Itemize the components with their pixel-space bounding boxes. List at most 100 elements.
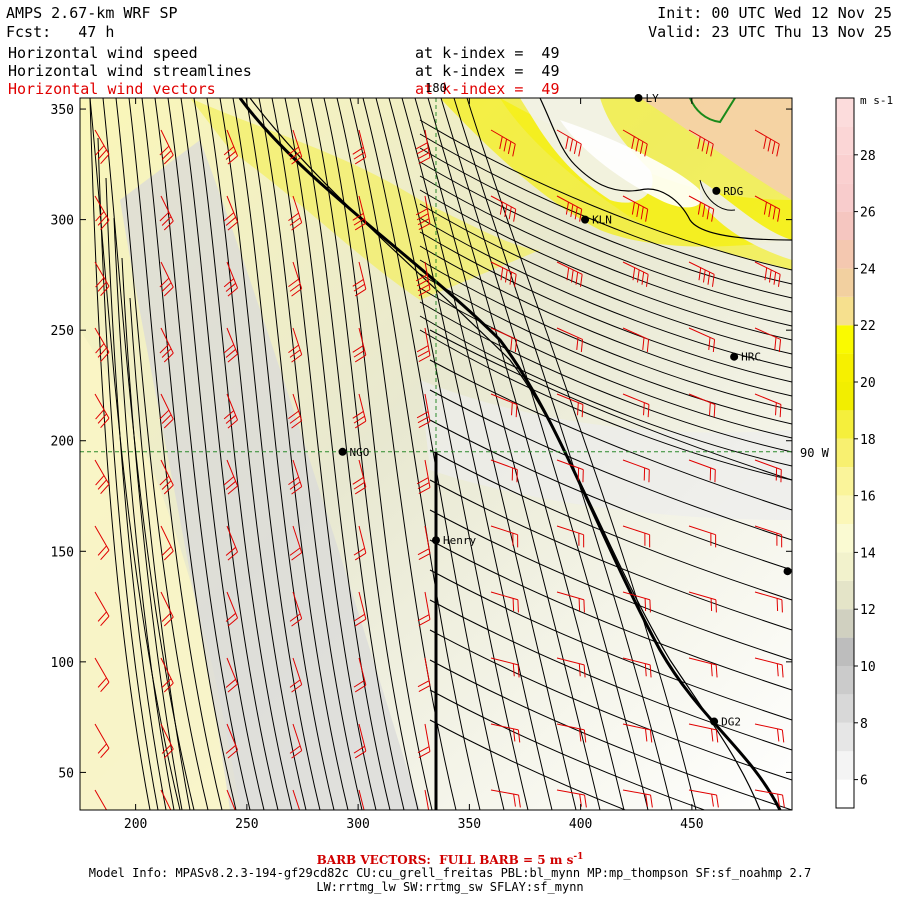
wind-barb-91 <box>289 657 303 693</box>
wind-barb-79 <box>225 591 238 627</box>
barb-flag <box>160 811 173 820</box>
wind-barb-3 <box>288 129 303 165</box>
streamline-51 <box>419 329 792 481</box>
wind-barb-69 <box>289 525 303 561</box>
colorbar-label-26: 26 <box>860 206 876 221</box>
wind-barb-115 <box>417 789 431 819</box>
wind-barb-29 <box>556 261 583 287</box>
terrain-patch-2 <box>560 120 703 208</box>
colorbar-label-22: 22 <box>860 319 876 334</box>
barb-flag <box>647 404 650 418</box>
barb-flag <box>416 345 429 353</box>
barb-flag <box>644 598 647 612</box>
barb-flag <box>163 220 174 231</box>
colorbar-label-12: 12 <box>860 603 876 618</box>
barb-flag <box>710 663 713 677</box>
barb-flag <box>418 289 431 297</box>
barb-flag <box>417 482 430 490</box>
barb-flag <box>225 348 236 358</box>
wind-barb-85 <box>622 591 651 613</box>
barb-flag <box>645 274 649 287</box>
meridian-label: 180 <box>425 81 447 95</box>
barb-flag <box>97 215 107 226</box>
barb-flag <box>354 156 367 165</box>
colorbar-bin-9 <box>836 666 854 695</box>
barb-flag <box>97 149 107 160</box>
barb-flag <box>512 598 515 612</box>
streamline-19 <box>336 98 457 810</box>
streamline-49 <box>419 301 792 453</box>
wind-barb-35 <box>223 327 238 363</box>
wind-barb-58 <box>288 459 303 495</box>
barb-flag <box>353 349 365 358</box>
colorbar-bin-19 <box>836 382 854 411</box>
barb-flag <box>710 598 713 612</box>
barb-flag <box>161 282 172 292</box>
barb-flag <box>289 547 301 556</box>
barb-flag <box>161 150 172 160</box>
barb-flag <box>227 683 238 693</box>
barb-flag <box>417 813 430 819</box>
barb-flag <box>161 480 172 490</box>
barb-flag <box>100 615 110 627</box>
barb-flag <box>225 150 236 160</box>
barb-flag <box>352 147 364 155</box>
barb-flag <box>417 218 430 226</box>
barb-flag <box>95 409 105 420</box>
barb-flag <box>418 223 431 231</box>
barb-flag <box>512 663 515 677</box>
barb-flag <box>418 487 431 495</box>
barb-flag <box>639 141 644 154</box>
barb-flag <box>354 552 367 561</box>
barb-flag <box>632 267 636 281</box>
wind-barb-100 <box>160 723 174 759</box>
y-tick-label-200: 200 <box>51 435 74 450</box>
colorbar-bin-22 <box>836 296 854 326</box>
barb-flag <box>163 748 174 759</box>
wind-barb-116 <box>490 789 521 808</box>
barb-flag <box>711 794 714 807</box>
colorbar-bin-5 <box>836 779 854 808</box>
barb-flag <box>291 354 303 363</box>
barb-flag <box>416 147 429 155</box>
y-tick-label-250: 250 <box>51 324 74 339</box>
barb-flag <box>512 533 514 546</box>
barb-flag <box>354 684 367 693</box>
x-tick-label-450: 450 <box>680 817 703 832</box>
barb-flag <box>579 794 582 807</box>
barb-flag <box>289 812 302 820</box>
streamline-13 <box>258 98 363 810</box>
barb-flag <box>100 219 110 231</box>
barb-flag <box>565 202 569 215</box>
barb-shaft <box>424 789 431 810</box>
wind-barb-41 <box>622 327 650 353</box>
wind-barb-94 <box>490 657 520 678</box>
wind-barb-56 <box>159 459 174 495</box>
barb-flag <box>163 550 174 561</box>
barb-flag <box>575 272 579 285</box>
barb-flag <box>767 138 772 152</box>
barb-flag <box>227 551 238 561</box>
wind-barb-84 <box>556 591 585 613</box>
streamline-30 <box>89 98 151 810</box>
barb-flag <box>97 611 107 622</box>
barb-flag <box>223 278 235 288</box>
barb-shaft <box>226 789 238 810</box>
barb-flag <box>513 794 516 807</box>
barb-flag <box>353 745 365 754</box>
wind-barb-24 <box>223 261 238 297</box>
parallel-label: 90 W <box>800 446 830 460</box>
streamline-17 <box>310 98 419 810</box>
barb-flag <box>642 337 645 351</box>
station-dot-DG2 <box>710 717 719 726</box>
barb-flag <box>510 337 513 351</box>
colorbar-bin-7 <box>836 722 854 752</box>
streamline-21 <box>362 98 505 810</box>
barb-flag <box>512 728 516 742</box>
barb-flag <box>583 729 587 743</box>
barb-flag <box>715 729 719 743</box>
forecast-hour: Fcst: 47 h <box>6 23 115 41</box>
barb-flag <box>97 743 107 754</box>
streamline-53 <box>429 359 792 511</box>
wind-barb-68 <box>225 525 238 561</box>
